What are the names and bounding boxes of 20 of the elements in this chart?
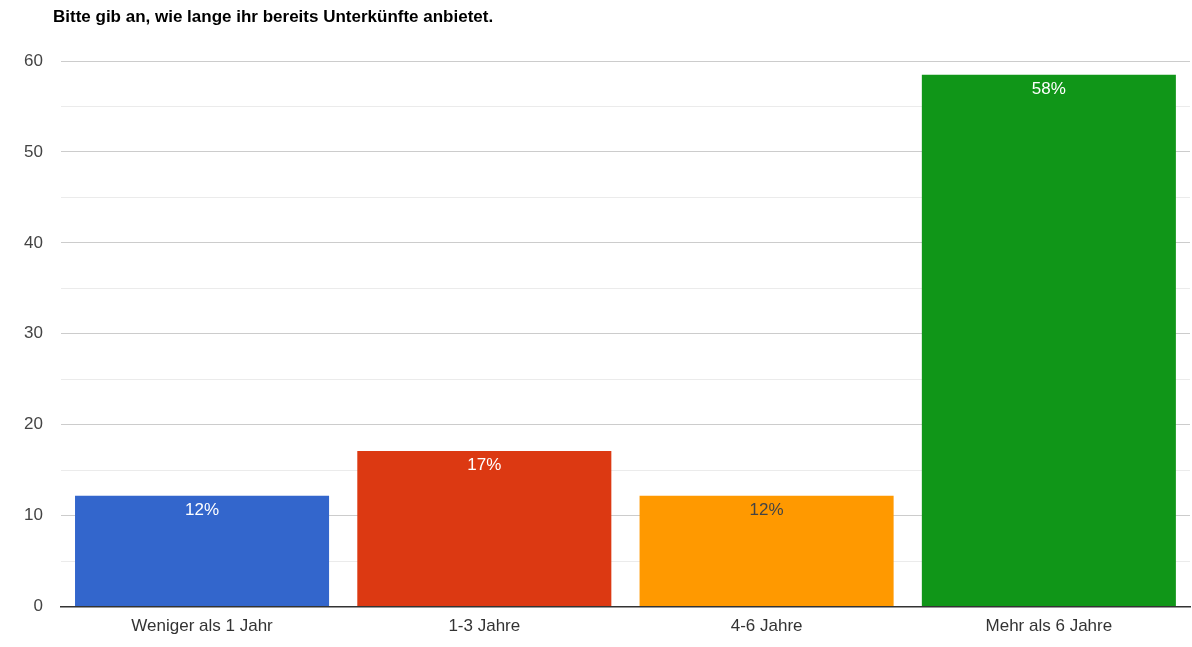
bar: [921, 74, 1176, 607]
data-label: 12%: [749, 499, 784, 519]
chart-title: Bitte gib an, wie lange ihr bereits Unterkünfte anbietet.: [53, 7, 494, 27]
bar: [357, 451, 612, 607]
x-tick-label: Weniger als 1 Jahr: [131, 616, 274, 636]
y-tick-label: 20: [23, 414, 43, 434]
data-label: 17%: [467, 455, 502, 475]
y-tick-label: 10: [23, 505, 43, 525]
x-tick-label: 4-6 Jahre: [730, 616, 803, 636]
data-label: 12%: [185, 499, 220, 519]
bar: [639, 495, 894, 607]
x-tick-label: Mehr als 6 Jahre: [985, 616, 1113, 636]
bar: [75, 495, 330, 607]
y-tick-label: 0: [33, 596, 43, 616]
y-tick-label: 30: [23, 323, 43, 343]
data-label: 58%: [1031, 78, 1066, 98]
y-tick-label: 40: [23, 232, 43, 252]
y-tick-label: 50: [23, 141, 43, 161]
x-tick-label: 1-3 Jahre: [448, 616, 521, 636]
y-tick-label: 60: [23, 50, 43, 70]
